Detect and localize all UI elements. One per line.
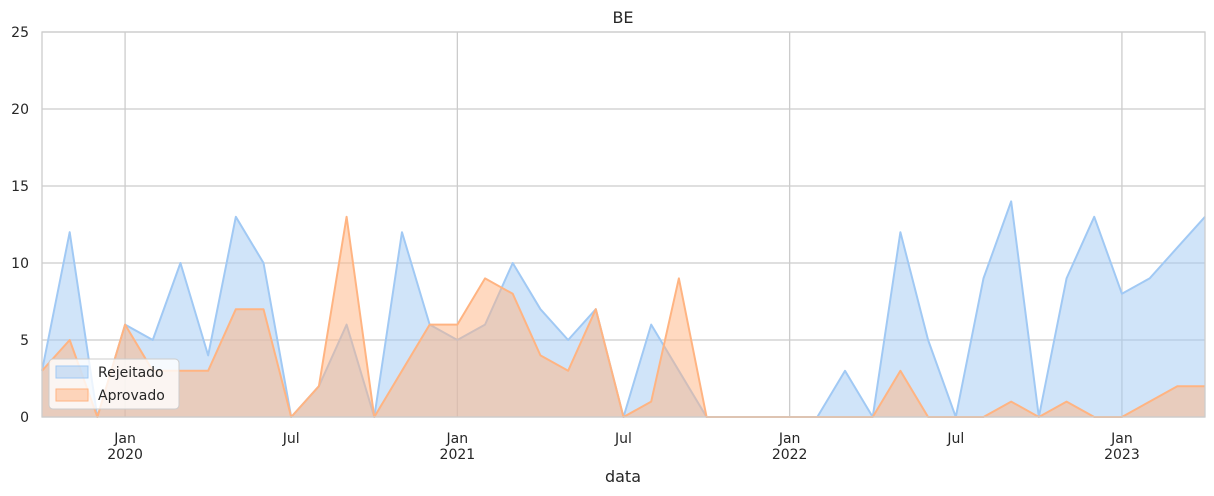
legend-swatch <box>55 365 89 379</box>
x-tick-year-label: 2022 <box>772 447 808 463</box>
x-tick-label: Jul <box>946 431 964 447</box>
x-tick-year-label: 2023 <box>1104 447 1140 463</box>
x-tick-label: Jan <box>446 431 469 447</box>
x-tick-label: Jul <box>282 431 300 447</box>
plot-frame <box>41 31 1206 418</box>
y-tick-label: 0 <box>20 410 29 426</box>
y-tick-label: 15 <box>11 179 29 195</box>
x-tick-label: Jan <box>1110 431 1133 447</box>
y-tick-label: 10 <box>11 256 29 272</box>
x-tick-label: Jan <box>113 431 136 447</box>
legend-swatch <box>55 388 89 402</box>
x-tick-year-label: 2020 <box>107 447 143 463</box>
area-series <box>41 200 1206 418</box>
y-tick-label: 20 <box>11 102 29 118</box>
x-axis-label: data <box>605 467 641 486</box>
legend-label: Rejeitado <box>98 365 164 381</box>
legend-label: Aprovado <box>98 388 165 404</box>
legend: Rejeitado Aprovado <box>48 358 180 410</box>
y-tick-label: 5 <box>20 333 29 349</box>
x-tick-label: Jan <box>778 431 801 447</box>
x-tick-year-label: 2021 <box>440 447 476 463</box>
x-tick-label: Jul <box>614 431 632 447</box>
chart-title: BE <box>612 8 633 27</box>
y-tick-label: 25 <box>11 25 29 41</box>
area-aprovado <box>42 216 1205 417</box>
